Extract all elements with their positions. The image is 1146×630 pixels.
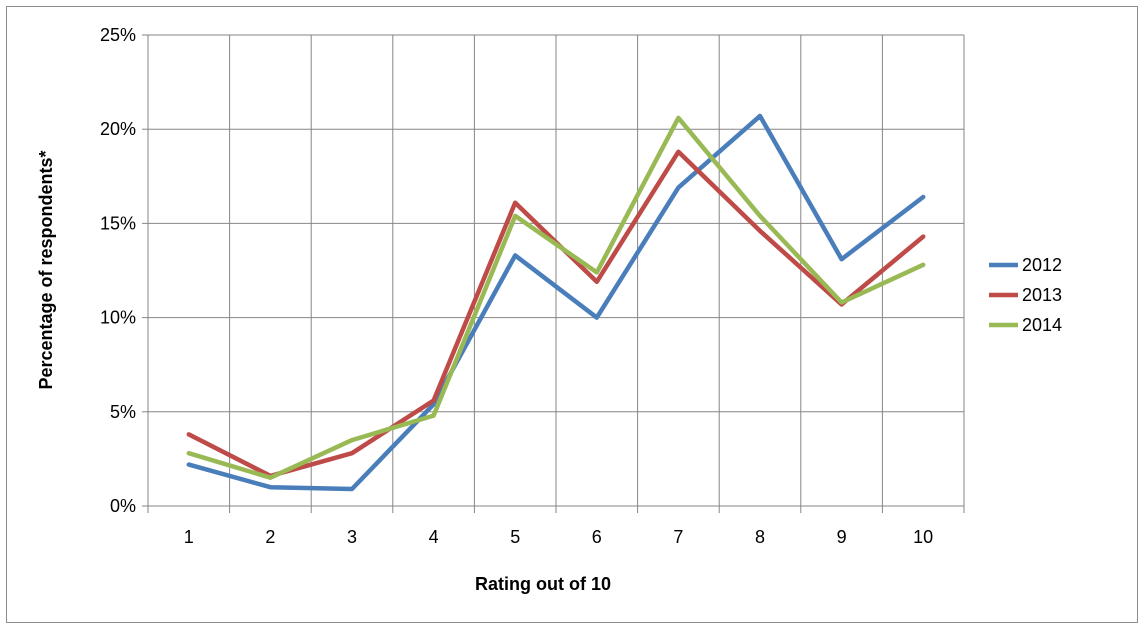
x-axis-tick-labels: 1 2 3 4 5 6 7 8 9 10 xyxy=(184,527,933,547)
y-tick-label: 5% xyxy=(110,402,136,422)
legend-label-2012: 2012 xyxy=(1022,255,1062,275)
x-tick-label: 1 xyxy=(184,527,194,547)
y-axis-title: Percentage of respondents* xyxy=(36,150,56,389)
x-tick-label: 7 xyxy=(673,527,683,547)
y-tick-label: 25% xyxy=(100,25,136,45)
y-tick-label: 15% xyxy=(100,213,136,233)
legend: 2012 2013 2014 xyxy=(989,255,1062,335)
x-tick-label: 4 xyxy=(429,527,439,547)
grid-lines xyxy=(142,34,965,513)
x-tick-label: 5 xyxy=(510,527,520,547)
series-line-2014 xyxy=(186,115,926,480)
legend-label-2014: 2014 xyxy=(1022,315,1062,335)
x-tick-label: 6 xyxy=(592,527,602,547)
chart-frame xyxy=(6,6,1138,623)
series-line-2012 xyxy=(186,113,926,492)
x-tick-label: 10 xyxy=(913,527,933,547)
x-tick-label: 2 xyxy=(265,527,275,547)
y-tick-label: 20% xyxy=(100,119,136,139)
legend-label-2013: 2013 xyxy=(1022,285,1062,305)
x-axis-title: Rating out of 10 xyxy=(475,574,611,594)
x-tick-label: 8 xyxy=(755,527,765,547)
y-axis-tick-labels: 0% 5% 10% 15% 20% 25% xyxy=(100,25,136,516)
y-tick-label: 10% xyxy=(100,308,136,328)
series-lines xyxy=(186,113,926,492)
y-tick-label: 0% xyxy=(110,496,136,516)
x-tick-label: 9 xyxy=(837,527,847,547)
x-tick-label: 3 xyxy=(347,527,357,547)
